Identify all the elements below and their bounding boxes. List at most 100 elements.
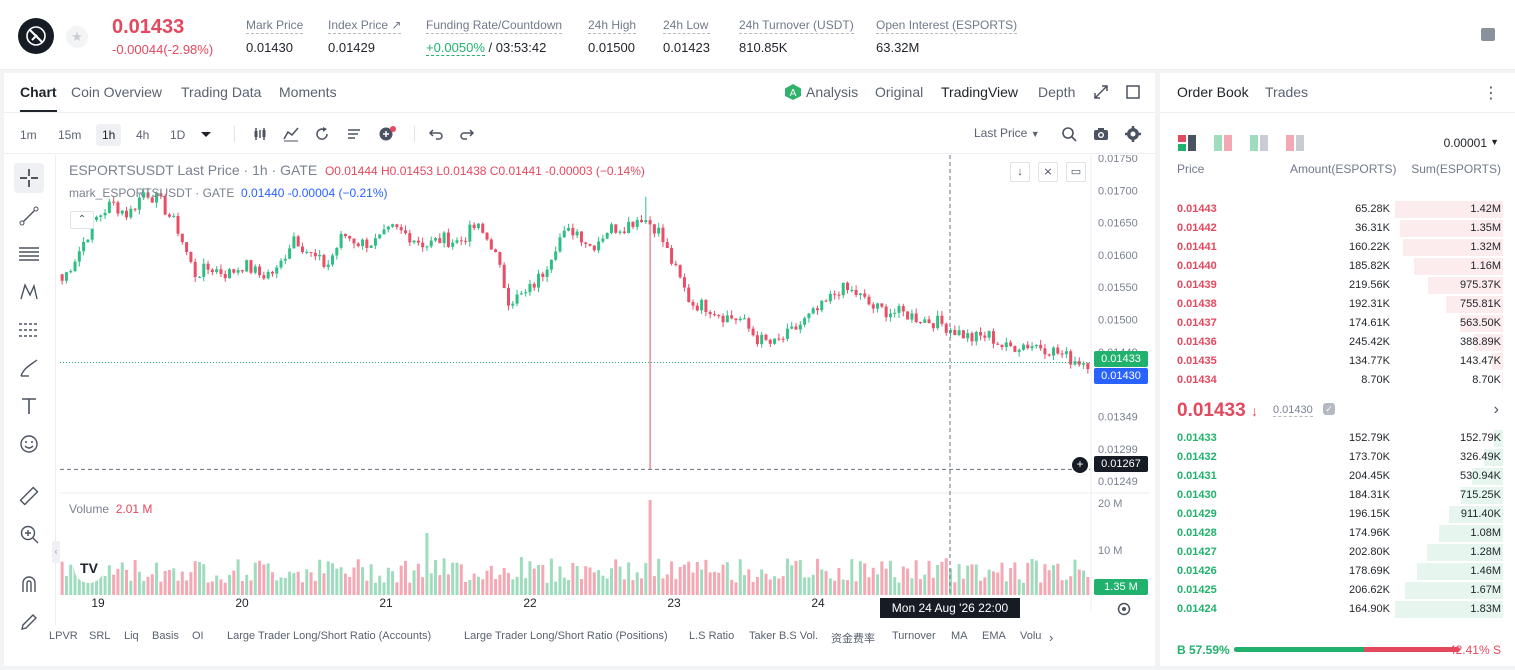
list-settings-icon[interactable] — [346, 126, 362, 142]
tab-chart[interactable]: Chart — [20, 84, 57, 112]
pencil-tool-icon[interactable] — [14, 607, 44, 637]
ask-row[interactable]: 0.01435 134.77K 143.47K — [1160, 352, 1515, 371]
ask-row[interactable]: 0.01441 160.22K 1.32M — [1160, 238, 1515, 257]
indicator-ema[interactable]: EMA — [982, 630, 1006, 642]
view-depth[interactable]: Depth — [1038, 84, 1076, 100]
timeframe-dropdown-icon[interactable] — [198, 126, 214, 142]
view-analysis[interactable]: Analysis — [806, 84, 859, 100]
book-bids-icon[interactable] — [1214, 135, 1232, 151]
bid-row[interactable]: 0.01433 152.79K 152.79K — [1160, 429, 1515, 448]
candlestick-chart[interactable]: 0.01750 0.01700 0.01650 0.01600 0.01550 0.015… — [60, 155, 1150, 611]
maximize-pane-icon[interactable]: ▭ — [1066, 162, 1086, 182]
ask-row[interactable]: 0.01434 8.70K 8.70K — [1160, 371, 1515, 390]
text-tool-icon[interactable] — [14, 391, 44, 421]
expand-icon[interactable] — [1094, 85, 1108, 99]
volume-bar — [794, 560, 798, 595]
magnet-tool-icon[interactable] — [14, 569, 44, 599]
brush-tool-icon[interactable] — [14, 353, 44, 383]
indicator-ls-positions[interactable]: Large Trader Long/Short Ratio (Positions… — [464, 630, 668, 642]
favorite-star-icon[interactable]: ★ — [66, 26, 88, 48]
timeframe-15m[interactable]: 15m — [58, 128, 82, 142]
camera-icon[interactable] — [1093, 126, 1109, 142]
price-type-select[interactable]: Last Price ▼ — [974, 126, 1040, 140]
collapse-toolbar-icon[interactable]: ‹ — [52, 541, 60, 563]
indicator-basis[interactable]: Basis — [152, 630, 179, 642]
precision-select[interactable]: 0.00001 — [1443, 136, 1487, 150]
stat-open-interest: Open Interest (ESPORTS) 63.32M — [876, 18, 1018, 55]
trend-line-tool-icon[interactable] — [14, 201, 44, 231]
ask-row[interactable]: 0.01439 219.56K 975.37K — [1160, 276, 1515, 295]
view-tradingview[interactable]: TradingView — [941, 84, 1019, 100]
fibonacci-tool-icon[interactable] — [14, 315, 44, 345]
add-alert-icon[interactable]: + — [1072, 457, 1088, 473]
bid-row[interactable]: 0.01430 184.31K 715.25K — [1160, 486, 1515, 505]
emoji-tool-icon[interactable] — [14, 429, 44, 459]
indicator-ma[interactable]: MA — [951, 630, 968, 642]
bid-row[interactable]: 0.01431 204.45K 530.94K — [1160, 467, 1515, 486]
ask-row[interactable]: 0.01438 192.31K 755.81K — [1160, 295, 1515, 314]
indicator-taker-vol[interactable]: Taker B.S Vol. — [749, 630, 819, 642]
gear-icon[interactable] — [1125, 126, 1141, 142]
ask-row[interactable]: 0.01442 36.31K 1.35M — [1160, 219, 1515, 238]
indicator-oi[interactable]: OI — [192, 630, 204, 642]
timeframe-4h[interactable]: 4h — [136, 128, 150, 142]
bid-row[interactable]: 0.01432 173.70K 326.49K — [1160, 448, 1515, 467]
redo-icon[interactable] — [459, 126, 475, 142]
ask-row[interactable]: 0.01440 185.82K 1.16M — [1160, 257, 1515, 276]
book-bids-only-icon[interactable] — [1250, 135, 1268, 151]
crosshair-tool-icon[interactable] — [14, 163, 44, 193]
horizontal-lines-tool-icon[interactable] — [14, 239, 44, 269]
bid-row[interactable]: 0.01425 206.62K 1.67M — [1160, 581, 1515, 600]
zoom-in-tool-icon[interactable] — [14, 519, 44, 549]
ask-row[interactable]: 0.01443 65.28K 1.42M — [1160, 200, 1515, 219]
indicator-srl[interactable]: SRL — [89, 630, 111, 642]
candle-body — [288, 248, 292, 259]
tab-trades[interactable]: Trades — [1265, 84, 1309, 100]
ruler-tool-icon[interactable] — [14, 481, 44, 511]
indicator-liq[interactable]: Liq — [124, 630, 139, 642]
more-menu-icon[interactable]: ⋮ — [1483, 85, 1499, 102]
timeframe-1h[interactable]: 1h — [96, 124, 122, 146]
undo-icon[interactable] — [428, 126, 444, 142]
tab-coin-overview[interactable]: Coin Overview — [71, 84, 163, 100]
refresh-icon[interactable] — [314, 126, 330, 142]
indicator-ls-ratio[interactable]: L.S Ratio — [689, 630, 735, 642]
window-icon[interactable] — [1126, 85, 1140, 99]
indicator-lpvr[interactable]: LPVR — [49, 630, 78, 642]
bid-row[interactable]: 0.01428 174.96K 1.08M — [1160, 524, 1515, 543]
notes-icon[interactable] — [1481, 28, 1495, 41]
view-original[interactable]: Original — [875, 84, 924, 100]
ask-row[interactable]: 0.01437 174.61K 563.50K — [1160, 314, 1515, 333]
bid-row[interactable]: 0.01426 178.69K 1.46M — [1160, 562, 1515, 581]
timeframe-1d[interactable]: 1D — [170, 128, 186, 142]
bid-row[interactable]: 0.01424 164.90K 1.83M — [1160, 600, 1515, 619]
tab-order-book[interactable]: Order Book — [1177, 84, 1249, 100]
volume-bar — [858, 561, 862, 595]
collapse-pane-icon[interactable]: ⨯ — [1038, 162, 1058, 182]
indicator-volume[interactable]: Volu — [1020, 630, 1042, 642]
indicators-icon[interactable] — [283, 126, 299, 142]
chevron-right-icon[interactable]: › — [1493, 401, 1499, 418]
tab-trading-data[interactable]: Trading Data — [181, 84, 262, 100]
candle-body — [1034, 344, 1038, 347]
book-both-icon[interactable] — [1178, 135, 1196, 151]
bid-row[interactable]: 0.01429 196.15K 911.40K — [1160, 505, 1515, 524]
search-icon[interactable] — [1061, 126, 1077, 142]
ask-row[interactable]: 0.01436 245.42K 388.89K — [1160, 333, 1515, 352]
collapse-legend-icon[interactable]: ⌃ — [70, 211, 94, 229]
book-asks-only-icon[interactable] — [1286, 135, 1304, 151]
bid-row[interactable]: 0.01427 202.80K 1.28M — [1160, 543, 1515, 562]
chart-settings-gear-icon[interactable] — [1116, 601, 1132, 617]
indicator-funding-rate[interactable]: 资金费率 — [831, 633, 875, 645]
timeframe-1m[interactable]: 1m — [20, 128, 37, 142]
stat-index-price[interactable]: Index Price ↗ 0.01429 — [328, 18, 402, 55]
chevron-right-icon[interactable]: › — [1049, 630, 1054, 645]
indicator-ls-accounts[interactable]: Large Trader Long/Short Ratio (Accounts) — [227, 630, 432, 642]
add-indicator-icon[interactable] — [378, 126, 402, 142]
tab-moments[interactable]: Moments — [279, 84, 337, 100]
candle-style-icon[interactable] — [252, 126, 268, 142]
pattern-tool-icon[interactable] — [14, 277, 44, 307]
scroll-down-icon[interactable]: ↓ — [1010, 162, 1030, 182]
chevron-down-icon[interactable]: ▼ — [1490, 137, 1499, 147]
indicator-turnover[interactable]: Turnover — [892, 630, 936, 642]
